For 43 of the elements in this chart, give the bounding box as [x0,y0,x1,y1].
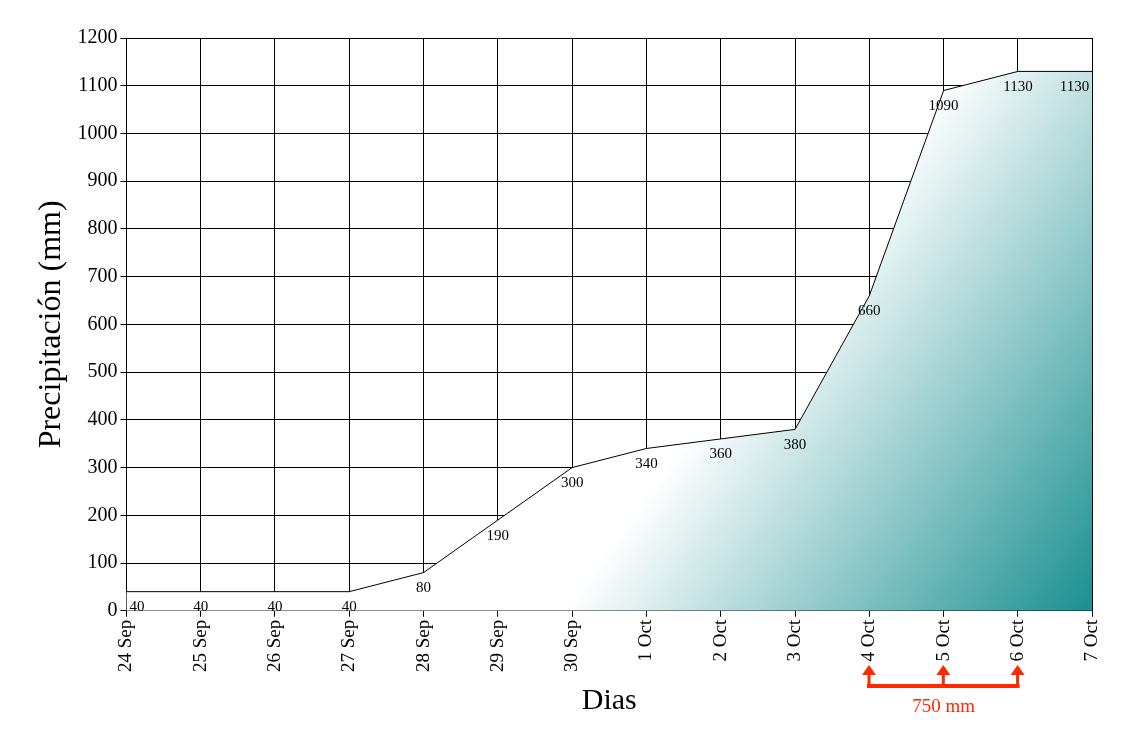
x-tick-label: 30 Sep [560,619,582,672]
y-tick-label: 300 [87,454,118,477]
x-axis-title: Dias [581,681,637,715]
x-tick-label: 6 Oct [1005,619,1027,662]
y-tick-label: 800 [87,216,118,239]
data-label: 1130 [1059,77,1090,94]
data-label: 360 [709,445,732,462]
x-tick-label: 1 Oct [634,619,656,662]
x-tick-label: 3 Oct [783,619,805,662]
x-tick-label: 29 Sep [485,619,507,672]
x-tick-label: 2 Oct [708,619,730,662]
x-tick-label: 4 Oct [857,619,879,662]
y-tick-label: 700 [87,263,118,286]
y-tick-label: 400 [87,407,118,430]
x-tick-label: 26 Sep [262,619,284,672]
x-tick-label: 24 Sep [114,619,136,672]
data-label: 1130 [1003,77,1033,94]
data-label: 340 [635,454,658,471]
y-tick-label: 0 [107,598,118,620]
y-tick-label: 600 [87,311,118,334]
y-axis-title: Precipitación (mm) [30,200,67,449]
x-tick-label: 5 Oct [931,619,953,662]
x-tick-label: 28 Sep [411,619,433,672]
data-label: 40 [129,598,145,615]
x-tick-label: 7 Oct [1080,619,1102,662]
data-label: 190 [486,526,510,543]
data-label: 660 [858,302,881,319]
x-tick-label: 27 Sep [337,619,359,672]
y-tick-label: 100 [87,550,118,573]
y-tick-label: 900 [87,168,118,191]
text: 750 mm [911,695,976,717]
y-tick-label: 1200 [77,25,118,48]
data-label: 380 [783,435,807,452]
y-tick-label: 500 [87,359,118,382]
y-tick-label: 200 [87,502,118,525]
x-tick-label: 25 Sep [188,619,210,672]
data-label: 80 [416,579,432,595]
y-tick-label: 1000 [77,120,118,143]
data-label: 40 [267,598,283,615]
y-tick-label: 1100 [78,72,118,95]
data-label: 300 [560,474,584,490]
data-label: 40 [341,598,357,615]
data-label: 40 [193,598,209,615]
